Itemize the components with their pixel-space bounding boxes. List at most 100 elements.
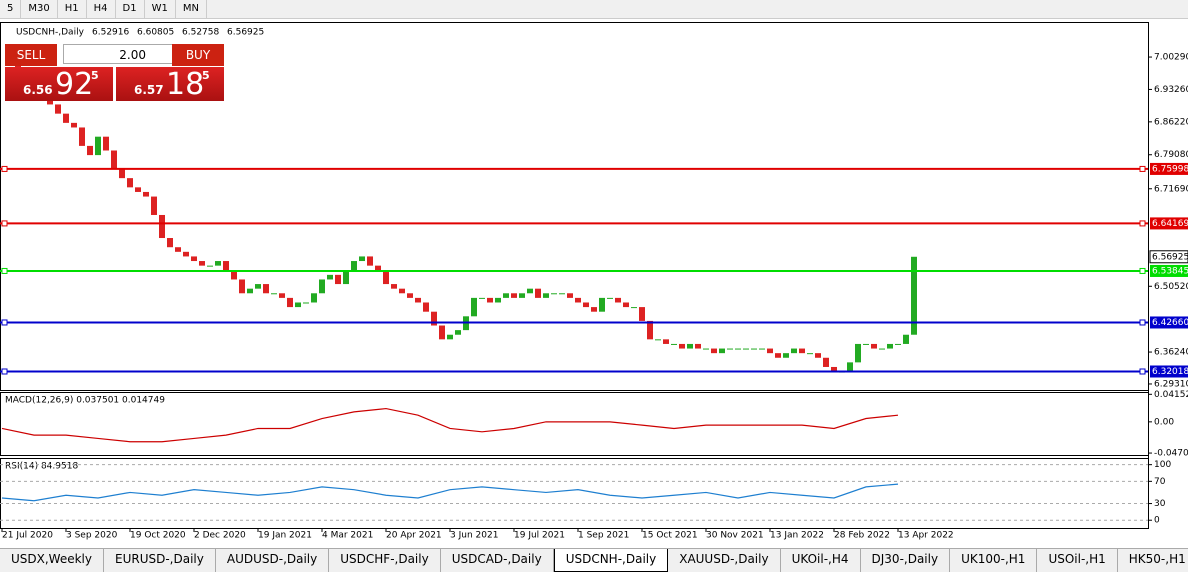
candle: [167, 238, 173, 248]
timeframe-button[interactable]: H4: [87, 0, 116, 18]
candle: [191, 256, 197, 262]
ohlc-value: 6.52758: [182, 28, 219, 38]
y-tick-label: 6.71690: [1154, 184, 1188, 194]
candle: [871, 343, 877, 349]
ohlc-value: 6.52916: [92, 28, 129, 38]
candle: [199, 261, 205, 266]
candle: [87, 145, 93, 156]
candle: [311, 293, 317, 303]
x-tick-label: 1 Sep 2021: [578, 531, 629, 541]
price-main: 18: [166, 67, 205, 102]
candle: [271, 293, 277, 295]
candle: [687, 343, 693, 349]
candle: [735, 348, 741, 350]
candle: [799, 348, 805, 354]
price-small: 5: [91, 69, 99, 82]
chart-tab[interactable]: USDCAD-,Daily: [441, 549, 554, 572]
x-tick-label: 19 Jan 2021: [258, 531, 312, 541]
candle: [703, 348, 709, 350]
chart-tab[interactable]: USDX,Weekly: [0, 549, 104, 572]
timeframe-button[interactable]: W1: [145, 0, 176, 18]
candle: [815, 353, 821, 358]
candle: [647, 320, 653, 340]
timeframe-button[interactable]: MN: [176, 0, 207, 18]
candle: [535, 288, 541, 298]
candle: [471, 297, 477, 317]
price-small: 5: [202, 69, 210, 82]
chart-tab[interactable]: XAUUSD-,Daily: [668, 549, 781, 572]
chart-tab[interactable]: USDCHF-,Daily: [329, 549, 441, 572]
x-tick-label: 19 Jul 2021: [514, 531, 565, 541]
level-label: 6.32018: [1152, 367, 1188, 377]
candle: [127, 178, 133, 188]
candle: [743, 348, 749, 350]
candle: [103, 136, 109, 151]
candle: [823, 357, 829, 367]
y-tick-label: 7.00290: [1154, 53, 1188, 63]
sell-button[interactable]: SELL: [5, 44, 57, 66]
candle: [807, 353, 813, 355]
candle: [831, 366, 837, 372]
candle: [135, 187, 141, 192]
chart-tab[interactable]: USDCNH-,Daily: [553, 549, 669, 572]
chart-tab[interactable]: UKOil-,H4: [781, 549, 861, 572]
candle: [479, 297, 485, 299]
buy-button[interactable]: BUY: [172, 44, 224, 66]
chart-title: USDCNH-,Daily: [16, 28, 85, 38]
candle: [671, 343, 677, 345]
level-handle: [1, 368, 8, 375]
current-price-bg: [1149, 250, 1188, 264]
candle: [455, 330, 461, 335]
y-tick-label: 6.29310: [1154, 379, 1188, 389]
chart-tab[interactable]: USOil-,H1: [1037, 549, 1118, 572]
x-tick-label: 30 Nov 2021: [706, 531, 764, 541]
chart-tab[interactable]: UK100-,H1: [950, 549, 1038, 572]
candle: [599, 297, 605, 312]
chart-tab[interactable]: AUDUSD-,Daily: [216, 549, 330, 572]
y-tick-label: -0.04707: [1154, 449, 1188, 459]
candle: [287, 297, 293, 308]
indicator-label: RSI(14) 84.9518: [5, 462, 78, 472]
candle: [719, 348, 725, 354]
candle: [255, 284, 261, 289]
sell-price[interactable]: 6.56 92 5: [5, 67, 113, 102]
level-handle: [1139, 319, 1146, 326]
timeframe-button[interactable]: H1: [58, 0, 87, 18]
candle: [495, 297, 501, 303]
buy-price[interactable]: 6.57 18 5: [116, 67, 224, 102]
candle: [655, 339, 661, 341]
y-tick-label: 30: [1154, 499, 1166, 509]
candle: [367, 256, 373, 266]
candle: [575, 297, 581, 303]
candle: [551, 293, 557, 295]
y-tick-label: 0.00: [1154, 417, 1174, 427]
level-label: 6.75998: [1152, 164, 1188, 174]
candle: [111, 150, 117, 169]
candle: [151, 196, 157, 215]
candle: [143, 191, 149, 197]
candle: [503, 293, 509, 298]
timeframe-button[interactable]: M30: [21, 0, 58, 18]
chart-tab[interactable]: EURUSD-,Daily: [104, 549, 216, 572]
ohlc-value: 6.60805: [137, 28, 174, 38]
chart-tabs: USDX,Weekly EURUSD-,Daily AUDUSD-,Daily USD…: [0, 548, 1188, 572]
level-label-bg: [1150, 264, 1188, 277]
timeframe-button[interactable]: D1: [116, 0, 145, 18]
candle: [863, 343, 869, 345]
candle: [559, 293, 565, 295]
chart-tab[interactable]: DJ30-,Daily: [861, 549, 951, 572]
volume-input[interactable]: 2.00: [63, 44, 173, 64]
candle: [95, 136, 101, 156]
candle: [607, 297, 613, 299]
candle: [407, 293, 413, 298]
candle: [431, 311, 437, 326]
y-tick-label: 0: [1154, 516, 1160, 526]
timeframe-button[interactable]: 5: [0, 0, 22, 18]
chart-tab[interactable]: HK50-,H1: [1118, 549, 1188, 572]
candle: [223, 261, 229, 271]
x-tick-label: 2 Dec 2020: [194, 531, 246, 541]
candle: [767, 348, 773, 354]
candle: [855, 343, 861, 363]
candle: [71, 122, 77, 128]
